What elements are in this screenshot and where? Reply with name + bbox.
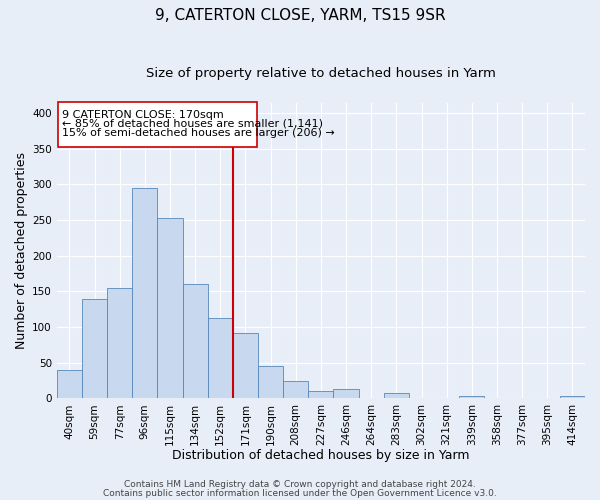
Text: 9, CATERTON CLOSE, YARM, TS15 9SR: 9, CATERTON CLOSE, YARM, TS15 9SR [155, 8, 445, 22]
Bar [233, 333, 258, 398]
Bar [82, 298, 107, 398]
Bar [57, 370, 82, 398]
Title: Size of property relative to detached houses in Yarm: Size of property relative to detached ho… [146, 68, 496, 80]
Text: 9 CATERTON CLOSE: 170sqm: 9 CATERTON CLOSE: 170sqm [62, 110, 224, 120]
Bar [283, 380, 308, 398]
Text: Contains public sector information licensed under the Open Government Licence v3: Contains public sector information licen… [103, 488, 497, 498]
Bar [560, 396, 585, 398]
Bar [459, 396, 484, 398]
Bar [208, 318, 233, 398]
Y-axis label: Number of detached properties: Number of detached properties [15, 152, 28, 349]
Bar [258, 366, 283, 398]
X-axis label: Distribution of detached houses by size in Yarm: Distribution of detached houses by size … [172, 450, 470, 462]
Bar [107, 288, 132, 399]
Text: Contains HM Land Registry data © Crown copyright and database right 2024.: Contains HM Land Registry data © Crown c… [124, 480, 476, 489]
Bar [384, 392, 409, 398]
Text: ← 85% of detached houses are smaller (1,141): ← 85% of detached houses are smaller (1,… [62, 119, 323, 129]
Bar [182, 284, 208, 399]
Text: 15% of semi-detached houses are larger (206) →: 15% of semi-detached houses are larger (… [62, 128, 335, 138]
Bar [334, 389, 359, 398]
FancyBboxPatch shape [58, 102, 257, 148]
Bar [157, 218, 182, 398]
Bar [308, 391, 334, 398]
Bar [132, 188, 157, 398]
